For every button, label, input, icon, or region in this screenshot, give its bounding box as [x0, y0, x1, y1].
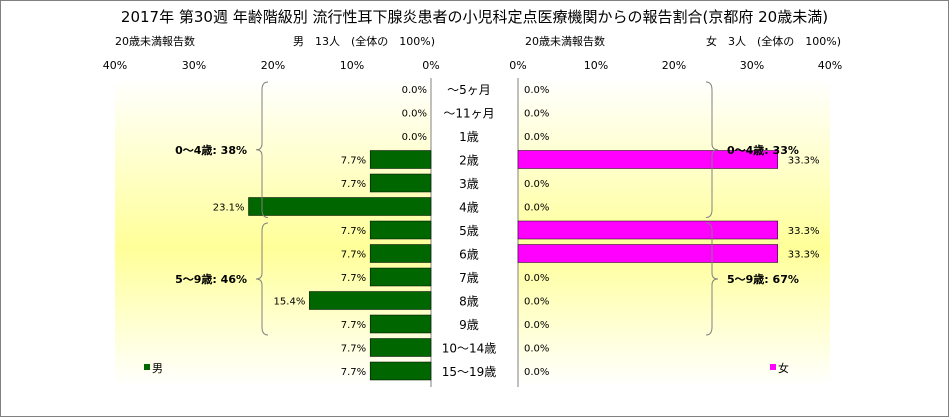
category-label: 1歳 [459, 130, 479, 144]
male-bar [369, 173, 432, 193]
male-x-tick: 0% [422, 59, 439, 72]
chart-title: 2017年 第30週 年齢階級別 流行性耳下腺炎患者の小児科定点医療機関からの報… [120, 8, 829, 26]
male-x-tick: 20% [261, 59, 285, 72]
male-age-group-label: 5～9歳: 46% [175, 272, 247, 286]
male-bar [369, 220, 432, 240]
male-age-group-label: 0～4歳: 38% [175, 143, 247, 157]
female-value-label: 0.0% [524, 320, 549, 331]
female-bar [517, 244, 778, 263]
category-label: 9歳 [459, 318, 479, 332]
male-bar [369, 244, 432, 263]
category-label: 8歳 [459, 295, 479, 309]
female-age-group-bracket [705, 81, 719, 218]
female-legend-swatch [770, 364, 776, 370]
female-x-tick: 10% [584, 59, 608, 72]
female-bar [517, 150, 778, 169]
female-bar [517, 220, 778, 240]
female-subtitle-total: 女 3人 (全体の 100%) [706, 34, 841, 48]
female-value-label: 33.3% [788, 250, 820, 261]
male-value-label: 7.7% [341, 273, 366, 284]
category-label: 2歳 [459, 154, 479, 168]
female-age-group-bracket [705, 222, 719, 336]
category-label: 10～14歳 [442, 342, 497, 356]
male-bar [369, 267, 432, 287]
female-age-group-label: 0～4歳: 33% [727, 143, 799, 157]
female-x-tick: 30% [740, 59, 764, 72]
female-value-label: 0.0% [524, 367, 549, 378]
category-label: 15～19歳 [442, 365, 497, 379]
male-bar [248, 197, 432, 216]
category-label: 6歳 [459, 248, 479, 262]
category-label: 3歳 [459, 177, 479, 191]
female-x-tick: 40% [818, 59, 842, 72]
male-age-group-bracket [255, 81, 269, 218]
male-bar [369, 361, 432, 381]
female-legend-label: 女 [778, 361, 789, 375]
male-value-label: 7.7% [341, 226, 366, 237]
female-value-label: 0.0% [524, 132, 549, 143]
male-value-label: 7.7% [341, 156, 366, 167]
category-label: 5歳 [459, 224, 479, 238]
male-subtitle-count: 20歳未満報告数 [115, 35, 195, 48]
category-label: ～5ヶ月 [447, 83, 491, 97]
category-label: 7歳 [459, 271, 479, 285]
male-value-label: 0.0% [402, 85, 427, 96]
male-legend-swatch [144, 364, 150, 370]
male-value-label: 15.4% [274, 297, 306, 308]
male-x-tick: 10% [340, 59, 364, 72]
male-value-label: 0.0% [402, 132, 427, 143]
male-age-group-bracket [255, 222, 269, 336]
male-value-label: 0.0% [402, 109, 427, 120]
male-bar [309, 291, 432, 310]
category-label: ～11ヶ月 [443, 107, 494, 121]
female-value-label: 0.0% [524, 297, 549, 308]
male-value-label: 7.7% [341, 179, 366, 190]
female-value-label: 0.0% [524, 109, 549, 120]
female-value-label: 0.0% [524, 273, 549, 284]
male-bar [369, 150, 432, 169]
male-value-label: 7.7% [341, 320, 366, 331]
female-value-label: 0.0% [524, 203, 549, 214]
male-bar [369, 338, 432, 357]
female-x-tick: 0% [509, 59, 526, 72]
male-legend-label: 男 [152, 362, 163, 375]
male-value-label: 7.7% [341, 344, 366, 355]
female-value-label: 0.0% [524, 344, 549, 355]
male-subtitle-total: 男 13人 (全体の 100%) [293, 34, 435, 48]
female-value-label: 0.0% [524, 179, 549, 190]
female-value-label: 33.3% [788, 226, 820, 237]
male-x-tick: 40% [103, 59, 127, 72]
male-bar [369, 314, 432, 334]
female-value-label: 33.3% [788, 156, 820, 167]
male-value-label: 7.7% [341, 367, 366, 378]
male-value-label: 23.1% [213, 203, 245, 214]
female-x-tick: 20% [662, 59, 686, 72]
female-subtitle-count: 20歳未満報告数 [525, 35, 605, 48]
female-age-group-label: 5～9歳: 67% [727, 272, 799, 286]
female-value-label: 0.0% [524, 85, 549, 96]
category-label: 4歳 [459, 201, 479, 215]
male-value-label: 7.7% [341, 250, 366, 261]
male-x-tick: 30% [182, 59, 206, 72]
